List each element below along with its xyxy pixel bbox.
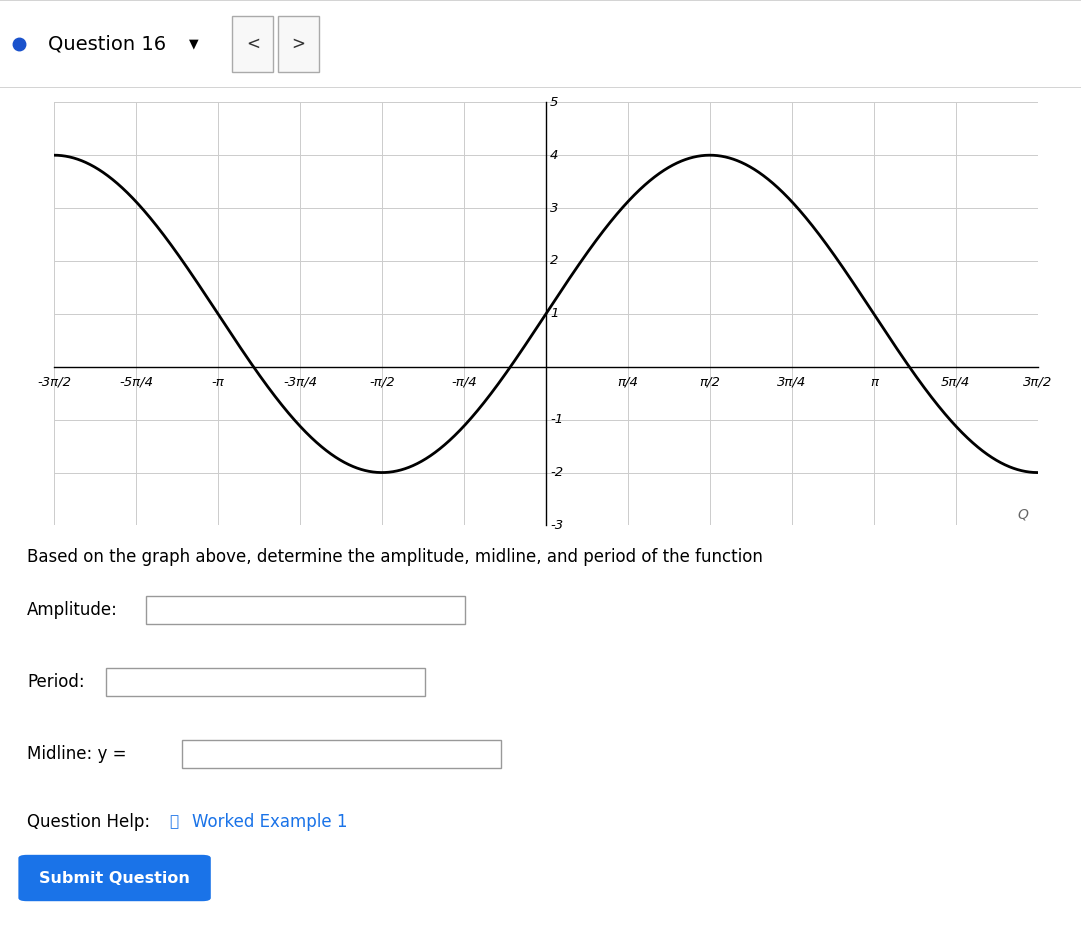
Text: Question Help:: Question Help: [27, 813, 150, 831]
Text: 2: 2 [550, 255, 559, 268]
FancyBboxPatch shape [106, 668, 425, 696]
Text: 5: 5 [550, 96, 559, 109]
Text: Midline: y =: Midline: y = [27, 745, 126, 763]
Text: ⎘: ⎘ [170, 815, 178, 830]
Text: 1: 1 [550, 308, 559, 320]
Text: 4: 4 [550, 149, 559, 162]
Text: -1: -1 [550, 413, 563, 426]
FancyBboxPatch shape [18, 855, 211, 901]
FancyBboxPatch shape [232, 16, 273, 73]
Text: Q: Q [1017, 507, 1028, 521]
Text: 3: 3 [550, 202, 559, 215]
Text: Period:: Period: [27, 673, 84, 691]
Text: Worked Example 1: Worked Example 1 [192, 813, 348, 831]
FancyBboxPatch shape [182, 740, 501, 768]
Text: Submit Question: Submit Question [39, 870, 190, 885]
FancyBboxPatch shape [146, 596, 465, 624]
FancyBboxPatch shape [278, 16, 319, 73]
Text: Amplitude:: Amplitude: [27, 601, 118, 619]
Text: ▼: ▼ [189, 38, 199, 50]
Text: Question 16: Question 16 [48, 34, 165, 54]
Text: -3: -3 [550, 519, 563, 532]
Text: >: > [292, 35, 305, 53]
Text: Based on the graph above, determine the amplitude, midline, and period of the fu: Based on the graph above, determine the … [27, 548, 763, 566]
Text: -2: -2 [550, 466, 563, 479]
Text: <: < [246, 35, 259, 53]
